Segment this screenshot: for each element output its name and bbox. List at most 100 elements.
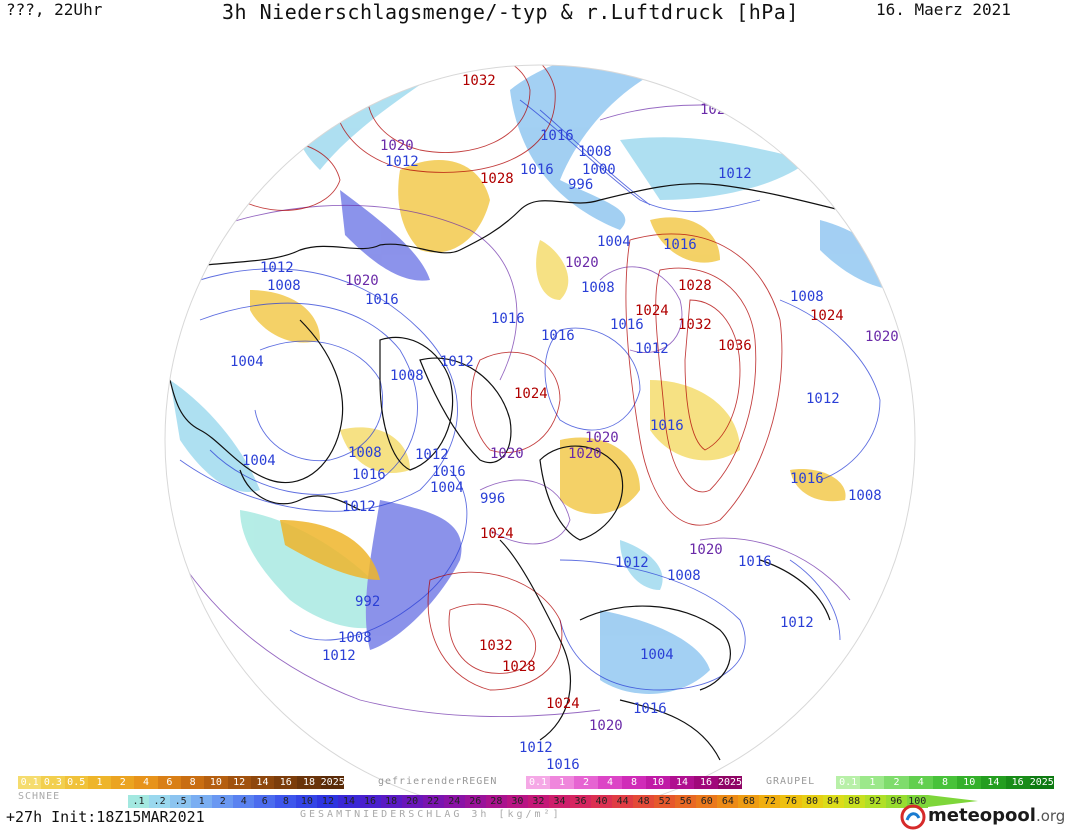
pressure-label: 1016 (365, 292, 399, 308)
pressure-label: 1016 (790, 471, 824, 487)
pressure-label: 1012 (385, 154, 419, 170)
pressure-label: 1016 (541, 328, 575, 344)
pressure-label: 1012 (440, 354, 474, 370)
legend-swatch: .1 (128, 795, 150, 808)
pressure-label: 1020 (568, 446, 602, 462)
legend-swatch: 4 (598, 776, 622, 789)
pressure-label: 1012 (342, 499, 376, 515)
legend-swatch: 0.5 (64, 776, 88, 789)
pressure-label: 1012 (718, 166, 752, 182)
legend-swatch: 1 (860, 776, 885, 789)
legend-swatch: 20 (401, 795, 423, 808)
legend-swatch: 68 (738, 795, 760, 808)
legend-swatch: 30 (506, 795, 528, 808)
pressure-label: 1020 (345, 273, 379, 289)
legend-swatch: 60 (696, 795, 718, 808)
pressure-label: 1024 (546, 696, 580, 712)
legend-swatch: 2 (574, 776, 598, 789)
logo-org: .org (1035, 807, 1066, 825)
legend-swatch: 2 (212, 795, 234, 808)
legend-swatch: 28 (485, 795, 507, 808)
legend-swatch: 10 (204, 776, 228, 789)
snow-label: SCHNEE (18, 791, 61, 802)
pressure-label: 996 (480, 491, 505, 507)
pressure-label: 1016 (633, 701, 667, 717)
legend-swatch: 8 (932, 776, 958, 789)
legend-swatch: 1 (191, 795, 213, 808)
legend-swatch: 14 (670, 776, 694, 789)
legend-swatch: 96 (885, 795, 907, 808)
legend-swatch: 88 (843, 795, 865, 808)
legend-swatch: 6 (254, 795, 276, 808)
legend-swatch: 32 (527, 795, 549, 808)
pressure-label: 1028 (480, 171, 514, 187)
legend-swatch: 2025+ (320, 776, 344, 789)
legend-swatch: 52 (654, 795, 676, 808)
pressure-label: 1024 (480, 526, 514, 542)
pressure-label: 1008 (667, 568, 701, 584)
isobars-low (165, 99, 881, 691)
pressure-label: 1016 (738, 554, 772, 570)
legend-swatch: 22 (422, 795, 444, 808)
legend-swatch: 26 (464, 795, 486, 808)
legend-swatch: 8 (622, 776, 646, 789)
pressure-label: 1016 (352, 467, 386, 483)
pressure-label: 1012 (806, 391, 840, 407)
legend-swatch: 1 (87, 776, 112, 789)
pressure-label: 1012 (635, 341, 669, 357)
pressure-label: 1016 (432, 464, 466, 480)
legend-swatch: 16 (1005, 776, 1030, 789)
pressure-label: 1016 (491, 311, 525, 327)
pressure-label: 1016 (610, 317, 644, 333)
legend-swatch: 80 (801, 795, 823, 808)
legend-swatch: 4 (134, 776, 158, 789)
legend-swatch: 4 (233, 795, 255, 808)
meteopool-logo[interactable]: meteopool.org (900, 803, 1075, 831)
pressure-label: 1008 (581, 280, 615, 296)
pressure-label: 1012 (260, 260, 294, 276)
map-header: ???, 22Uhr 3h Niederschlagsmenge/-typ & … (0, 0, 1080, 28)
pressure-label: 1032 (678, 317, 712, 333)
pressure-label: 1008 (848, 488, 882, 504)
pressure-label: 1028 (502, 659, 536, 675)
legend-swatch: 16 (274, 776, 298, 789)
freezing-rain-label: gefrierenderREGEN (378, 776, 498, 787)
pressure-label: 1012 (415, 447, 449, 463)
pressure-label: 1004 (230, 354, 264, 370)
pressure-label: 1008 (790, 289, 824, 305)
pressure-label: 1036 (718, 338, 752, 354)
pressure-label: 1012 (615, 555, 649, 571)
map-edge (164, 64, 916, 800)
pressure-label: 996 (568, 177, 593, 193)
legend-swatch: 84 (822, 795, 844, 808)
pressure-label: 1016 (520, 162, 554, 178)
isobars-mid (165, 104, 901, 717)
legend-swatch: .2 (149, 795, 171, 808)
pressure-label: 1000 (582, 162, 616, 178)
logo-main: meteopool (928, 805, 1036, 826)
legend-swatch: 14 (338, 795, 360, 808)
legend-swatch: 92 (864, 795, 886, 808)
legend-swatch: 2025+ (718, 776, 742, 789)
legend-arrow (928, 795, 978, 807)
time-label: ???, 22Uhr (6, 0, 103, 19)
total-precip-legend: .1.2.5 1 2 4 6 8 10 12 14 16 18 20 22 24 26 28 30 32 34 36 4… (128, 795, 928, 808)
legend-swatch: 24 (443, 795, 465, 808)
legend-swatch: 36 (569, 795, 592, 808)
legend-swatch: 12 (317, 795, 339, 808)
pressure-label: 1032 (462, 73, 496, 89)
legend-swatch: 0.1 (526, 776, 550, 789)
pressure-label: 1008 (578, 144, 612, 160)
legend-swatch: 56 (675, 795, 697, 808)
legend-swatch: 2 (111, 776, 135, 789)
legend-swatch: 18 (380, 795, 402, 808)
pressure-label: 1004 (430, 480, 464, 496)
pressure-label: 1016 (546, 757, 580, 773)
legend-swatch: 2025+ (1029, 776, 1054, 789)
total-precip-label: GESAMTNIEDERSCHLAG 3h [kg/m²] (300, 809, 562, 820)
pressure-label: 1020 (490, 446, 524, 462)
legend-swatch: 14 (981, 776, 1006, 789)
pressure-label: 1008 (390, 368, 424, 384)
